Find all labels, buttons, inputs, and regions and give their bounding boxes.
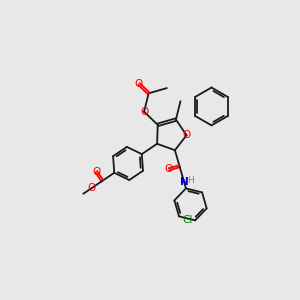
Text: O: O [182,130,191,140]
Text: H: H [187,176,194,185]
Text: Cl: Cl [182,215,192,225]
Text: O: O [165,164,173,174]
Text: O: O [92,167,100,177]
Text: O: O [135,79,143,89]
Text: O: O [140,107,149,117]
Text: N: N [180,177,188,187]
Text: O: O [88,183,96,193]
